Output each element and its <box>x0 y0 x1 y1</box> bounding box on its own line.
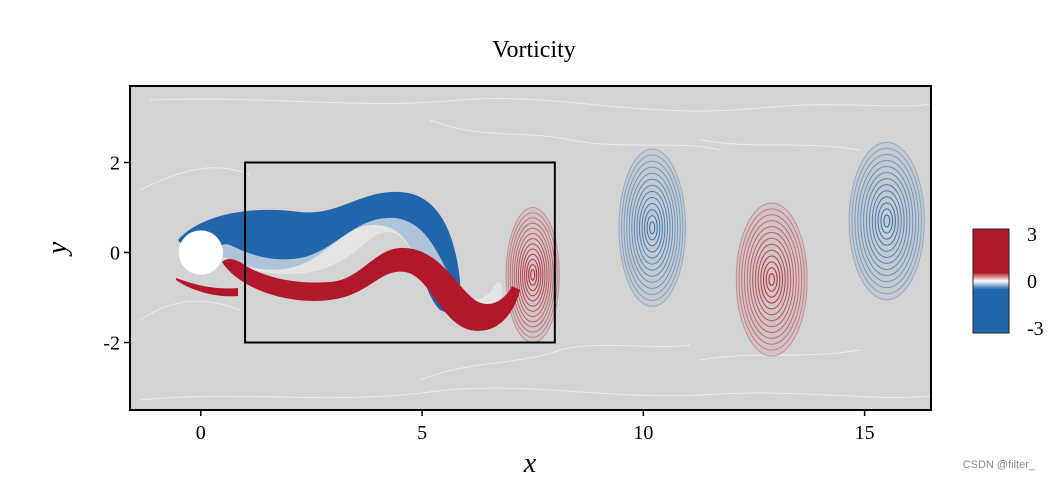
vortex-contour-ring <box>743 220 800 339</box>
vortex-contour-ring <box>865 178 908 264</box>
vortex-contour-ring <box>863 172 911 270</box>
x-tick-label: 0 <box>196 422 206 444</box>
background-contour-line <box>139 387 931 401</box>
background-contour-line <box>699 349 861 361</box>
vortex-contour-ring <box>738 208 805 351</box>
x-axis: 0 5 10 15 <box>196 410 875 444</box>
vortex-contour-ring <box>883 214 891 228</box>
vortex-contour-ring <box>618 148 686 307</box>
vortex-contour-ring <box>638 196 666 259</box>
background-contour-line <box>419 344 691 381</box>
vortex-contour-ring <box>623 160 681 295</box>
vortex-contour-ring <box>646 215 658 241</box>
vortex-contour-ring <box>874 196 899 246</box>
vortex-1-positive <box>505 207 560 343</box>
positive-shear-layer-lower <box>176 278 238 297</box>
background-contour-line <box>429 119 721 151</box>
vortex-contour-ring <box>880 208 894 234</box>
vortex-contour-ring <box>522 248 544 302</box>
watermark: CSDN @filter_ <box>962 459 1035 471</box>
colorbar: 3 0 -3 <box>972 224 1044 340</box>
colorbar-gradient <box>972 228 1010 334</box>
vortex-2-negative <box>618 148 686 307</box>
cylinder <box>178 230 223 275</box>
highlight-box <box>244 161 556 344</box>
vortex-contour-ring <box>760 255 784 304</box>
vortex-4-negative <box>848 141 925 301</box>
chart-title: Vorticity <box>492 37 576 63</box>
vortex-contour-ring <box>528 264 538 286</box>
vortex-contour-ring <box>633 184 671 271</box>
background-contours <box>139 98 931 401</box>
vortex-contour-ring <box>868 184 905 258</box>
vortex-contour-ring <box>851 147 922 295</box>
vortex-3-positive <box>735 202 808 357</box>
background-contour-line <box>699 139 861 151</box>
vortex-contour-ring <box>857 159 917 283</box>
vortex-contour-ring <box>631 178 674 277</box>
background-contour-line <box>139 167 251 191</box>
x-axis-label: x <box>523 448 537 479</box>
vortex-contour-ring <box>626 166 679 289</box>
vortex-contour-ring <box>644 209 661 247</box>
colorbar-ticks: 3 0 -3 <box>1027 224 1044 340</box>
background-contour-line <box>139 300 241 321</box>
near-wake-shear-layers <box>176 191 520 331</box>
vortex-contour-ring <box>741 214 803 345</box>
vortex-contour-ring <box>871 190 902 252</box>
vortex-contour-ring <box>877 202 896 240</box>
y-tick-label: 0 <box>110 243 120 265</box>
background-contour-line <box>149 98 931 112</box>
vortex-contour-ring <box>735 202 808 357</box>
vortex-contour-ring <box>636 190 669 265</box>
vortex-contours <box>505 141 925 357</box>
vortex-contour-ring <box>515 232 550 318</box>
plot-frame <box>129 85 932 411</box>
vortex-contour-ring <box>860 165 914 277</box>
vortex-contour-ring <box>768 273 775 286</box>
vortex-contour-ring <box>848 141 925 301</box>
vortex-contour-ring <box>765 267 778 292</box>
vortex-contour-ring <box>746 226 797 333</box>
vortex-contour-ring <box>754 243 789 316</box>
vortex-contour-ring <box>526 258 540 292</box>
vortex-contour-ring <box>854 153 920 289</box>
colorbar-tick-label: 3 <box>1027 224 1037 246</box>
x-tick-label: 5 <box>417 422 427 444</box>
vortex-contour-ring <box>621 154 684 301</box>
vortex-contour-ring <box>649 221 656 235</box>
y-axis-label: y <box>42 241 73 257</box>
shear-layer-gap <box>217 217 503 325</box>
plot-content <box>139 98 931 401</box>
vortex-contour-ring <box>511 222 554 328</box>
vortex-contour-ring <box>763 261 781 298</box>
positive-shear-layer <box>222 247 520 331</box>
vortex-contour-ring <box>524 253 542 297</box>
vortex-contour-ring <box>513 227 552 323</box>
vortex-contour-ring <box>641 203 663 253</box>
colorbar-tick-label: -3 <box>1027 318 1044 340</box>
vortex-contour-ring <box>628 172 676 283</box>
y-tick-label: 2 <box>110 153 120 175</box>
vortex-contour-ring <box>519 243 546 307</box>
x-tick-label: 15 <box>855 422 875 444</box>
x-tick-label: 10 <box>633 422 653 444</box>
vortex-contour-ring <box>517 238 548 312</box>
vortex-contour-ring <box>752 237 792 322</box>
y-tick-label: -2 <box>103 333 120 355</box>
vortex-contour-ring <box>757 249 786 310</box>
colorbar-tick-label: 0 <box>1027 271 1037 293</box>
vortex-contour-ring <box>507 212 558 338</box>
vortex-contour-ring <box>530 269 536 281</box>
y-axis: 2 0 -2 <box>103 153 130 355</box>
vortex-contour-ring <box>749 231 794 328</box>
